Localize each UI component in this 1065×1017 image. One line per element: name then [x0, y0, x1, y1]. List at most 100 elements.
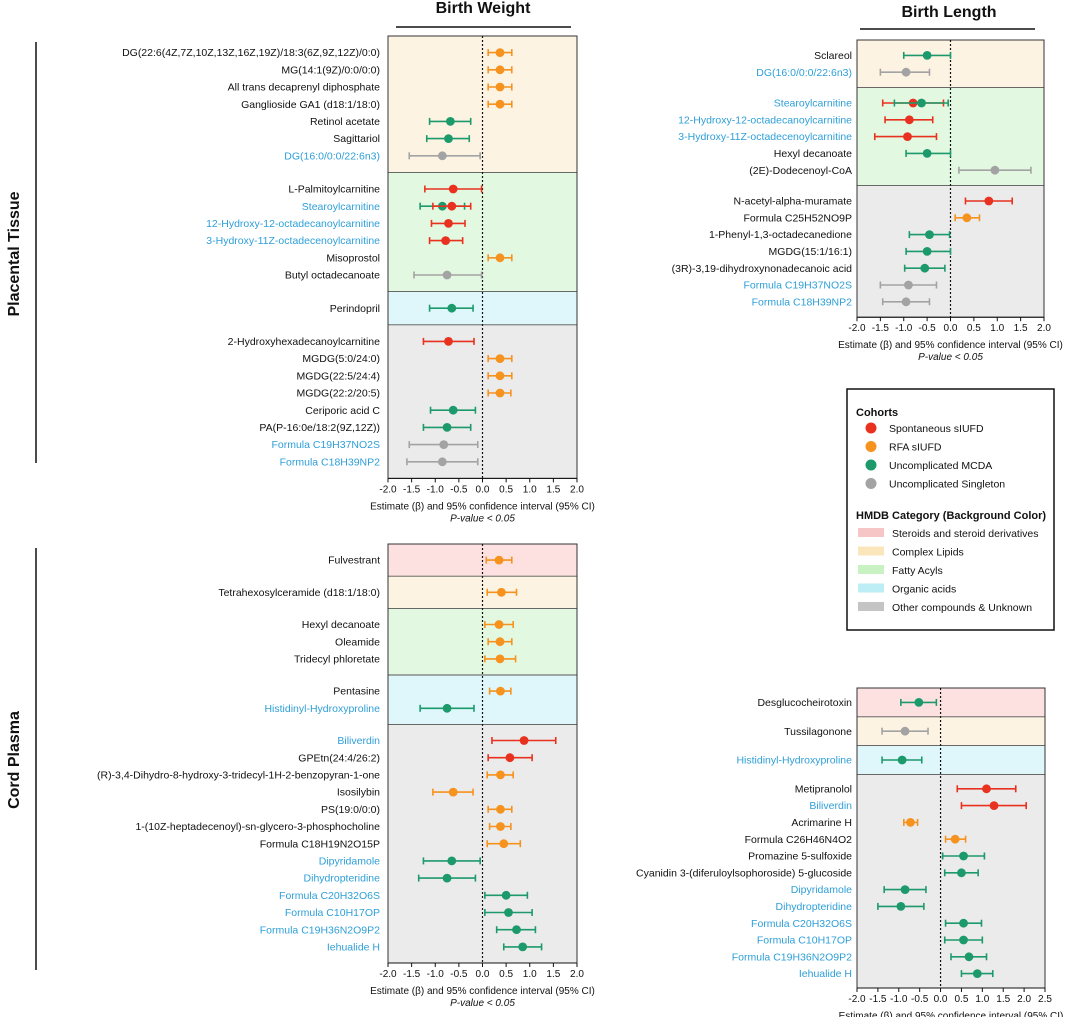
x-tick-label: -2.0 — [379, 484, 397, 495]
legend-cohort-dot — [865, 422, 877, 434]
ci-estimate-spontaneous — [960, 801, 1027, 810]
ci-estimate-singleton — [879, 280, 938, 290]
x-tick-label: 2.0 — [570, 969, 584, 980]
ci-estimate-rfa — [485, 555, 513, 565]
x-tick-label: 0.5 — [499, 969, 513, 980]
ci-estimate-spontaneous — [424, 184, 483, 194]
legend-hmdb-item: Other compounds & Unknown — [858, 602, 1032, 614]
legend-cohort-label: Uncomplicated Singleton — [889, 479, 1005, 491]
ci-estimate-spontaneous — [956, 784, 1017, 794]
ci-estimate-rfa — [484, 620, 515, 629]
row-label: Formula C20H32O6S — [751, 918, 852, 930]
estimate-point — [950, 834, 960, 844]
x-tick-label: -2.0 — [379, 969, 397, 980]
row-label: Dihydropteridine — [304, 873, 381, 885]
estimate-point — [914, 698, 924, 707]
x-tick-label: -1.0 — [427, 484, 445, 495]
row-label: PS(19:0/0:0) — [321, 804, 380, 816]
x-tick-label: -0.5 — [450, 969, 468, 980]
legend-cohort-item: Uncomplicated MCDA — [865, 459, 992, 472]
legend-cohort-dot — [865, 459, 877, 471]
x-tick-label: 0.0 — [476, 484, 490, 495]
birth-length-header: Birth Length — [860, 4, 1035, 30]
row-label: Sagittariol — [333, 133, 380, 145]
estimate-point — [495, 82, 505, 92]
x-tick-label: -0.5 — [450, 484, 468, 495]
x-tick-label: -1.5 — [403, 969, 421, 980]
x-tick-label: -2.0 — [848, 994, 866, 1005]
ci-estimate-mcda — [422, 423, 472, 432]
estimate-point — [442, 703, 452, 713]
estimate-point — [437, 457, 447, 467]
estimate-point — [501, 890, 511, 900]
estimate-point — [447, 303, 457, 313]
legend-box: Cohorts Spontaneous sIUFD RFA sIUFD Uncomp… — [846, 388, 1055, 631]
legend-cohort-item: Uncomplicated Singleton — [865, 478, 1005, 491]
ci-estimate-spontaneous — [487, 753, 533, 763]
estimate-point — [896, 902, 906, 911]
ci-estimate-rfa — [487, 48, 513, 57]
category-band-other-compounds-unknown — [857, 774, 1045, 988]
row-label: 2-Hydroxyhexadecanoylcarnitine — [228, 336, 380, 348]
ci-estimate-singleton — [881, 726, 929, 736]
estimate-point — [448, 405, 458, 415]
row-label: Tetrahexosylceramide (d18:1/18:0) — [218, 587, 380, 599]
ci-estimate-spontaneous — [964, 196, 1014, 206]
estimate-point — [495, 253, 505, 263]
x-tick-label: 0.5 — [499, 484, 513, 495]
ci-estimate-mcda — [908, 230, 951, 240]
row-label: Fulvestrant — [328, 555, 380, 567]
forest-panel-cord-birth-length: Desglucocheirotoxin Tussilagonone Histidin… — [636, 687, 1063, 1017]
x-tick-label: 1.0 — [523, 484, 537, 495]
row-label: Dipyridamole — [791, 884, 852, 896]
row-label: 12-Hydroxy-12-octadecanoylcarnitine — [678, 114, 852, 126]
ci-estimate-mcda — [877, 902, 925, 911]
estimate-point — [904, 115, 914, 125]
ci-estimate-mcda — [903, 263, 946, 273]
ci-estimate-spontaneous — [873, 132, 938, 142]
estimate-point — [897, 755, 907, 765]
ci-estimate-mcda — [943, 868, 979, 878]
row-label: MGDG(5:0/24:0) — [302, 353, 380, 365]
row-label: Stearoylcarnitine — [774, 98, 852, 110]
x-tick-label: 1.5 — [1014, 323, 1028, 334]
ci-estimate-rfa — [487, 82, 513, 92]
row-label: GPEtn(24:4/26:2) — [298, 752, 380, 764]
estimate-point — [984, 196, 994, 206]
estimate-point — [496, 804, 505, 814]
x-tick-label: -0.5 — [919, 323, 937, 334]
estimate-point — [906, 818, 915, 827]
row-label: Tridecyl phloretate — [294, 654, 380, 666]
estimate-point — [990, 165, 1000, 175]
estimate-point — [495, 354, 505, 363]
x-tick-label: 1.5 — [996, 994, 1010, 1005]
legend-hmdb-label: Organic acids — [892, 584, 956, 596]
row-label: Butyl octadecanoate — [285, 270, 380, 282]
legend-hmdb-title: HMDB Category (Background Color) — [856, 510, 1046, 522]
estimate-point — [903, 132, 912, 142]
legend-hmdb-label: Other compounds & Unknown — [892, 602, 1032, 614]
ci-estimate-singleton — [881, 297, 931, 307]
estimate-point — [917, 98, 926, 108]
x-tick-label: -1.5 — [403, 484, 421, 495]
ci-estimate-spontaneous — [428, 236, 464, 246]
ci-estimate-rfa — [944, 834, 967, 844]
row-label: Formula C26H46N4O2 — [745, 834, 853, 846]
estimate-point — [922, 247, 932, 256]
category-band-complex-lipids — [857, 40, 1044, 88]
ci-estimate-mcda — [428, 303, 474, 313]
placental-tissue-label: Placental Tissue — [6, 42, 37, 463]
x-tick-label: 2.5 — [1038, 994, 1052, 1005]
row-label: L-Palmitoylcarnitine — [288, 184, 380, 196]
estimate-point — [512, 925, 521, 935]
row-label: Oleamide — [335, 636, 380, 648]
ci-estimate-mcda — [960, 969, 994, 978]
estimate-point — [982, 784, 991, 794]
p-value-note: P-value < 0.05 — [450, 998, 515, 1009]
ci-estimate-rfa — [488, 686, 512, 696]
estimate-point — [519, 736, 529, 745]
ci-estimate-mcda — [502, 942, 543, 952]
row-label: Iehualide H — [327, 942, 380, 954]
row-label: Formula C19H37NO2S — [743, 280, 852, 292]
